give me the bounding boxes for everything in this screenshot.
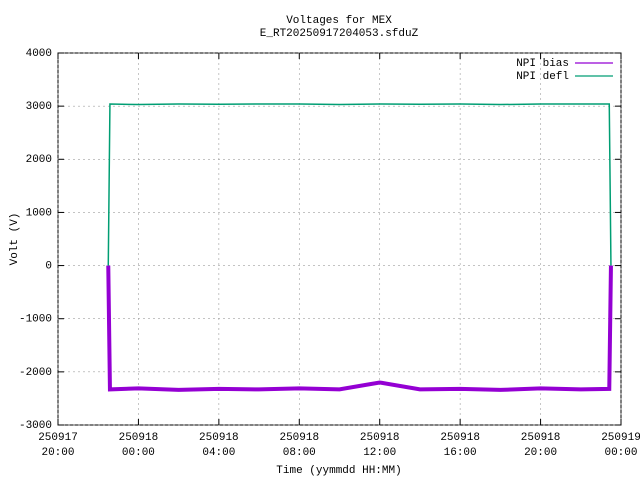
x-tick-label: 250918 xyxy=(199,432,239,444)
y-tick-label: 0 xyxy=(45,260,52,272)
x-tick-label: 250919 xyxy=(601,432,640,444)
x-axis-label: Time (yymmdd HH:MM) xyxy=(276,465,401,477)
y-tick-label: 1000 xyxy=(26,207,52,219)
x-tick-label: 20:00 xyxy=(41,447,74,459)
x-tick-label: 20:00 xyxy=(524,447,557,459)
x-tick-label: 00:00 xyxy=(604,447,637,459)
y-tick-label: 3000 xyxy=(26,101,52,113)
plot-border xyxy=(57,52,622,426)
data-line xyxy=(106,265,613,392)
x-tick-label: 250917 xyxy=(38,432,78,444)
x-tick-label: 250918 xyxy=(521,432,561,444)
x-tick-label: 250918 xyxy=(360,432,400,444)
legend-label: NPI bias xyxy=(516,58,569,70)
y-tick-label: -2000 xyxy=(19,367,52,379)
x-tick-label: 12:00 xyxy=(363,447,396,459)
x-tick-label: 08:00 xyxy=(283,447,316,459)
y-axis-label: Volt (V) xyxy=(9,213,21,266)
x-tick-label: 00:00 xyxy=(122,447,155,459)
legend-label: NPI defl xyxy=(516,71,569,83)
x-tick-label: 04:00 xyxy=(202,447,235,459)
x-tick-label: 16:00 xyxy=(444,447,477,459)
y-tick-label: 4000 xyxy=(26,48,52,60)
y-tick-label: -1000 xyxy=(19,314,52,326)
x-tick-label: 250918 xyxy=(279,432,319,444)
y-tick-label: -3000 xyxy=(19,420,52,432)
data-line xyxy=(107,103,612,266)
chart-title: Voltages for MEX xyxy=(286,15,392,27)
x-tick-label: 250918 xyxy=(119,432,159,444)
chart-subtitle: E_RT20250917204053.sfduZ xyxy=(260,28,419,40)
x-tick-label: 250918 xyxy=(440,432,480,444)
y-tick-label: 2000 xyxy=(26,154,52,166)
